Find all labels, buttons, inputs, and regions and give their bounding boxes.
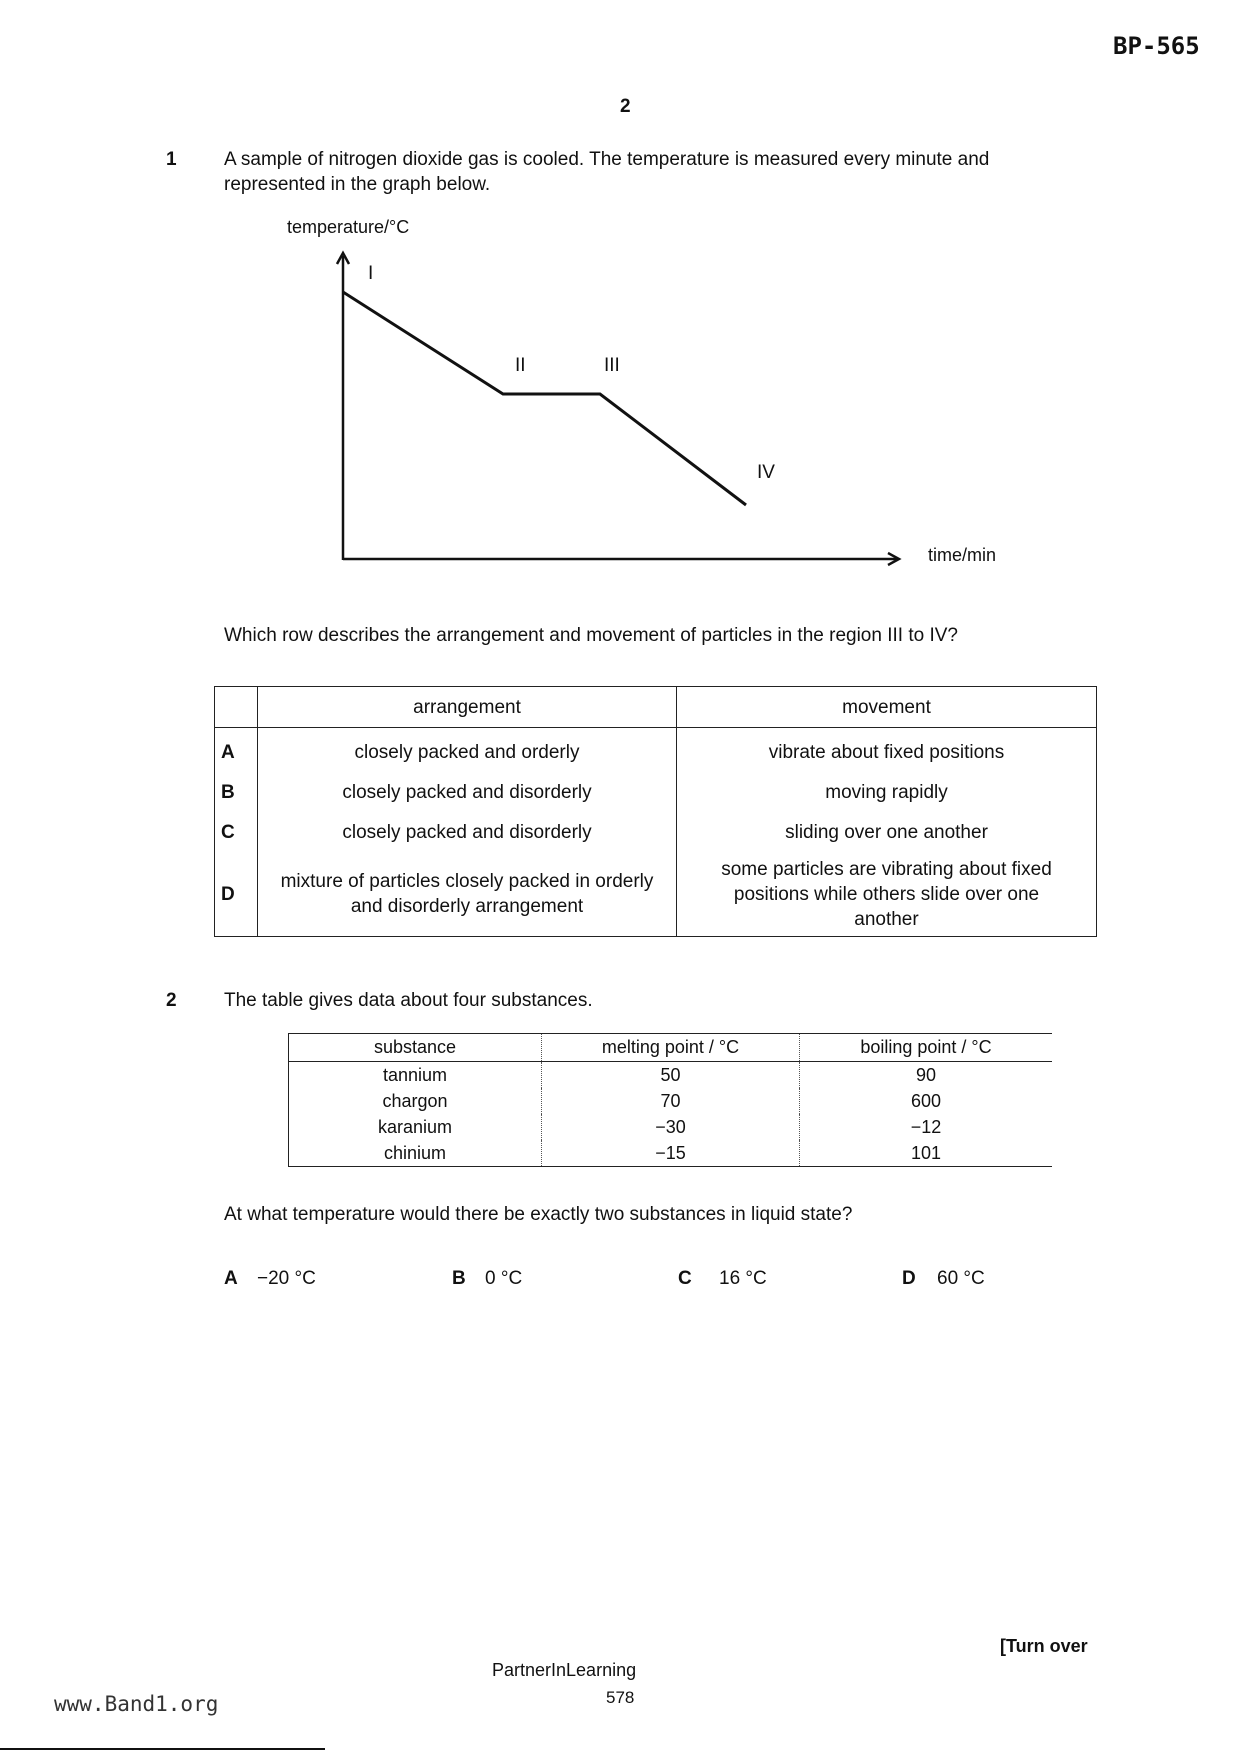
boiling-cell: 600 <box>799 1088 1052 1114</box>
graph-y-axis-label: temperature/°C <box>287 217 410 237</box>
point-label-iii: III <box>604 355 620 376</box>
melting-cell: 50 <box>541 1061 800 1088</box>
footer-rule <box>0 1748 325 1750</box>
cooling-curve-graph <box>335 250 902 567</box>
question-1-table: arrangement movement A closely packed an… <box>214 686 1097 937</box>
graph-x-axis-label: time/min <box>928 545 997 565</box>
table-row[interactable]: D mixture of particles closely packed in… <box>214 852 1097 937</box>
point-label-ii: II <box>515 355 526 376</box>
arrangement-cell: closely packed and disorderly <box>257 812 677 852</box>
boiling-cell: −12 <box>799 1114 1052 1140</box>
x-axis-arrowhead <box>887 551 902 567</box>
question-1-prompt: Which row describes the arrangement and … <box>224 625 958 646</box>
boiling-cell: 101 <box>799 1140 1052 1167</box>
option-c[interactable]: C 16 °C <box>678 1268 767 1290</box>
table-row: tannium 50 90 <box>288 1061 1052 1088</box>
movement-cell: moving rapidly <box>676 772 1097 812</box>
question-1-text-line1: A sample of nitrogen dioxide gas is cool… <box>224 149 990 170</box>
melting-cell: −15 <box>541 1140 800 1167</box>
question-2-prompt: At what temperature would there be exact… <box>224 1204 853 1225</box>
option-a[interactable]: A −20 °C <box>224 1268 316 1290</box>
substance-cell: chargon <box>288 1088 542 1114</box>
substance-cell: karanium <box>288 1114 542 1140</box>
table-row[interactable]: A closely packed and orderly vibrate abo… <box>214 727 1097 772</box>
table-header-blank <box>214 686 258 728</box>
page-number: 2 <box>620 96 631 117</box>
boiling-cell: 90 <box>799 1061 1052 1088</box>
option-c-label: C <box>678 1268 692 1289</box>
arrangement-cell: closely packed and orderly <box>257 727 677 772</box>
option-b[interactable]: B 0 °C <box>452 1268 522 1290</box>
option-label: B <box>214 772 258 812</box>
header-substance: substance <box>288 1033 542 1062</box>
option-label: C <box>214 812 258 852</box>
option-b-text: 0 °C <box>485 1268 523 1289</box>
point-label-iv: IV <box>757 462 775 483</box>
substance-cell: tannium <box>288 1061 542 1088</box>
table-header-arrangement: arrangement <box>257 686 677 728</box>
table-row: chinium −15 101 <box>288 1140 1052 1167</box>
arrangement-cell: closely packed and disorderly <box>257 772 677 812</box>
option-d[interactable]: D 60 °C <box>902 1268 985 1290</box>
question-1-text-line2: represented in the graph below. <box>224 174 491 195</box>
arrangement-cell: mixture of particles closely packed in o… <box>257 852 677 937</box>
question-1-number: 1 <box>166 149 177 170</box>
header-melting-point: melting point / °C <box>541 1033 800 1062</box>
point-label-i: I <box>368 263 374 284</box>
substances-table: substance melting point / °C boiling poi… <box>288 1033 1052 1167</box>
table-row: chargon 70 600 <box>288 1088 1052 1114</box>
publisher: PartnerInLearning <box>492 1660 637 1680</box>
cooling-curve <box>342 290 747 507</box>
option-b-label: B <box>452 1268 466 1289</box>
melting-cell: 70 <box>541 1088 800 1114</box>
melting-cell: −30 <box>541 1114 800 1140</box>
y-axis-arrowhead <box>335 250 351 265</box>
table-row[interactable]: B closely packed and disorderly moving r… <box>214 772 1097 812</box>
table-header-movement: movement <box>676 686 1097 728</box>
option-d-label: D <box>902 1268 916 1289</box>
table-row: karanium −30 −12 <box>288 1114 1052 1140</box>
footer-page-number: 578 <box>606 1688 635 1707</box>
option-label: D <box>214 852 258 937</box>
question-2-intro: The table gives data about four substanc… <box>224 990 593 1011</box>
turn-over: [Turn over <box>1000 1636 1088 1656</box>
movement-cell: some particles are vibrating about fixed… <box>676 852 1097 937</box>
option-a-label: A <box>224 1268 238 1289</box>
paper-code: BP-565 <box>1113 32 1200 60</box>
question-2-number: 2 <box>166 990 177 1011</box>
substance-cell: chinium <box>288 1140 542 1167</box>
option-d-text: 60 °C <box>937 1268 985 1289</box>
website: www.Band1.org <box>54 1692 219 1716</box>
header-boiling-point: boiling point / °C <box>799 1033 1052 1062</box>
option-c-text: 16 °C <box>719 1268 767 1289</box>
option-a-text: −20 °C <box>257 1268 316 1289</box>
option-label: A <box>214 727 258 772</box>
movement-cell: vibrate about fixed positions <box>676 727 1097 772</box>
movement-cell: sliding over one another <box>676 812 1097 852</box>
table-row[interactable]: C closely packed and disorderly sliding … <box>214 812 1097 852</box>
